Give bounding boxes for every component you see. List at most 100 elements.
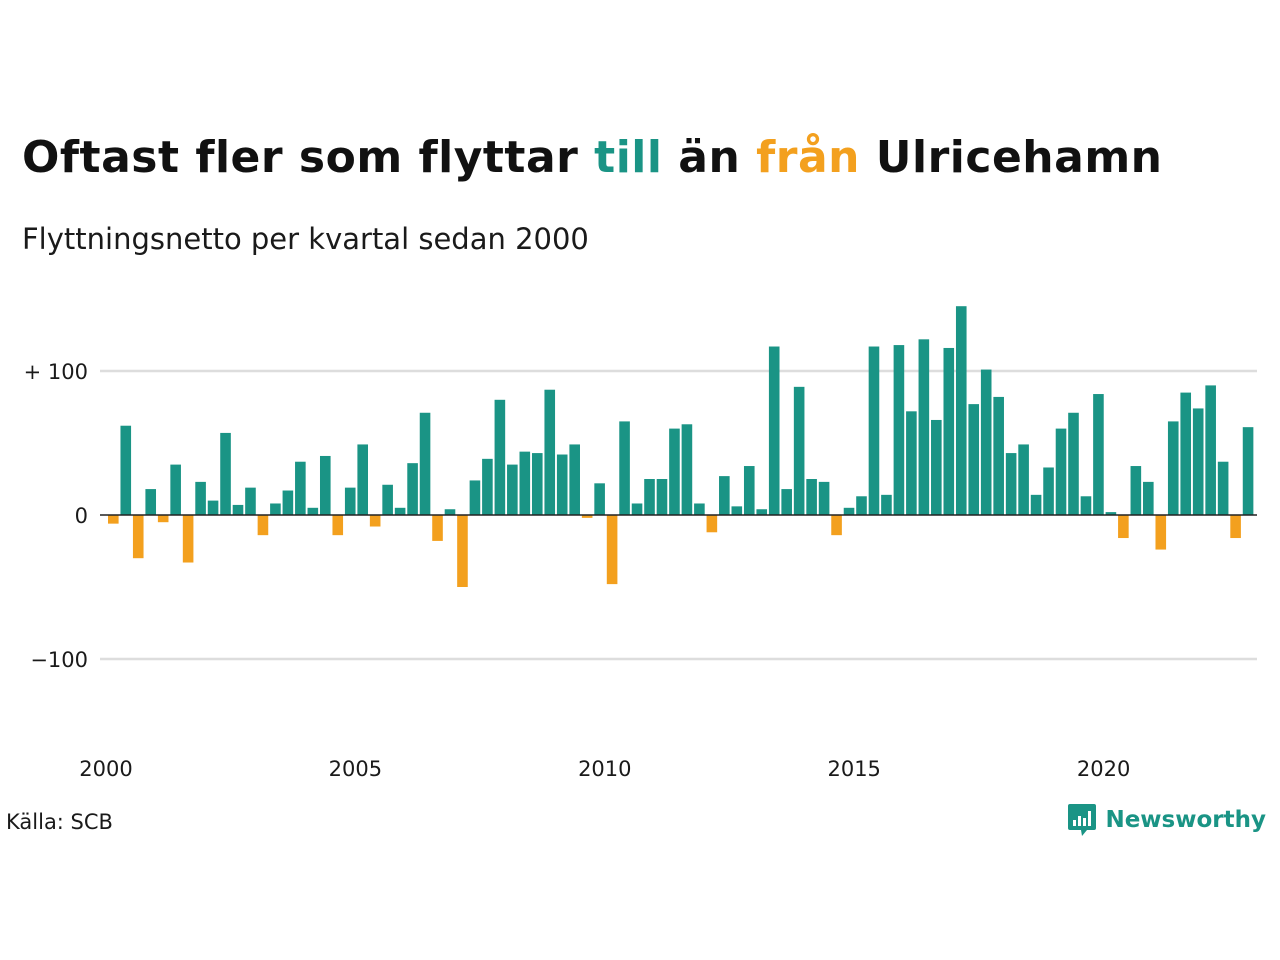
chart-subtitle: Flyttningsnetto per kvartal sedan 2000 [22, 222, 589, 256]
bar-positive [444, 509, 456, 515]
bar-positive [1105, 512, 1117, 515]
bar-negative [257, 515, 269, 536]
bar-positive [357, 444, 368, 515]
bar-positive [719, 476, 730, 515]
bar-positive [1080, 496, 1092, 515]
y-tick-label: −100 [30, 648, 88, 672]
bar-negative [457, 515, 468, 587]
bar-positive [743, 466, 755, 515]
bar-positive [594, 483, 605, 515]
bar-positive [1205, 385, 1216, 515]
bar-positive [1093, 394, 1104, 515]
source-note: Källa: SCB [6, 810, 113, 834]
bar-positive [220, 432, 231, 515]
bar-positive [344, 487, 356, 515]
x-tick-label: 2000 [79, 757, 132, 781]
bar-positive [419, 412, 431, 515]
bar-negative [606, 515, 618, 585]
bar-positive [1030, 494, 1042, 515]
bar-positive [1217, 461, 1229, 515]
bar-positive [569, 444, 580, 515]
y-tick-label: 0 [75, 504, 88, 528]
x-tick-label: 2005 [329, 757, 382, 781]
bar-positive [731, 506, 743, 515]
bar-negative [132, 515, 144, 559]
bar-positive [494, 399, 506, 515]
bar-positive [1180, 392, 1192, 515]
bar-negative [1118, 515, 1129, 539]
bar-negative [182, 515, 194, 563]
bar-positive [245, 487, 256, 515]
title-fran: från [756, 132, 860, 183]
title-part-2: än [662, 132, 757, 183]
bar-positive [619, 421, 630, 515]
bar-positive [868, 346, 880, 515]
bar-positive [295, 461, 306, 515]
bar-positive [556, 454, 568, 515]
bar-positive [1192, 408, 1204, 515]
bar-positive [943, 347, 955, 515]
bar-positive [232, 504, 244, 515]
bar-positive [270, 503, 281, 515]
bar-positive [644, 479, 655, 515]
bar-positive [394, 507, 406, 515]
brand-logo: Newsworthy [1067, 802, 1266, 838]
bar-positive [120, 425, 132, 515]
x-tick-label: 2010 [578, 757, 631, 781]
bar-negative [432, 515, 443, 541]
newsworthy-logo-icon [1068, 804, 1097, 836]
bar-negative [369, 515, 381, 527]
bar-positive [893, 345, 905, 515]
bar-positive [669, 428, 680, 515]
title-part-3: Ulricehamn [859, 132, 1163, 183]
bar-positive [931, 419, 942, 515]
bar-positive [1167, 421, 1179, 515]
bar-positive [1005, 453, 1017, 515]
bar-negative [831, 515, 842, 536]
bar-negative [1230, 515, 1241, 539]
bar-negative [581, 515, 593, 518]
bar-positive [1130, 466, 1142, 515]
bar-positive [382, 484, 393, 515]
bar-positive [768, 346, 780, 515]
bar-positive [968, 404, 980, 515]
bar-positive [681, 424, 693, 515]
bar-positive [319, 455, 331, 515]
title-part-1: Oftast fler som flyttar [22, 132, 595, 183]
bar-positive [519, 451, 531, 515]
brand-name: Newsworthy [1105, 807, 1266, 833]
bar-positive [694, 503, 705, 515]
title-till: till [594, 132, 663, 183]
bar-negative [706, 515, 718, 533]
bar-positive [843, 507, 855, 515]
chart-title: Oftast fler som flyttar till än från Ulr… [22, 132, 1163, 185]
bar-positive [482, 458, 493, 515]
bar-positive [781, 489, 792, 515]
bar-positive [955, 306, 967, 515]
bar-positive [980, 369, 992, 515]
bar-positive [307, 507, 319, 515]
bar-positive [906, 411, 917, 515]
bar-positive [656, 479, 668, 515]
bar-positive [207, 500, 219, 515]
bar-negative [1155, 515, 1167, 550]
x-tick-label: 2020 [1077, 757, 1130, 781]
x-tick-label: 2015 [827, 757, 880, 781]
bar-positive [1068, 412, 1079, 515]
bar-positive [856, 496, 867, 515]
bar-negative [157, 515, 169, 523]
bar-positive [881, 494, 892, 515]
bar-positive [918, 339, 930, 515]
bar-positive [793, 386, 805, 515]
bar-positive [1043, 467, 1054, 515]
bar-positive [993, 396, 1004, 515]
bar-positive [170, 464, 181, 515]
y-tick-label: + 100 [24, 360, 88, 384]
bar-positive [469, 480, 481, 515]
bar-positive [1018, 444, 1029, 515]
bar-positive [544, 389, 556, 515]
bar-positive [282, 490, 294, 515]
bar-positive [806, 479, 817, 515]
bar-positive [531, 453, 543, 515]
bar-positive [145, 489, 157, 515]
